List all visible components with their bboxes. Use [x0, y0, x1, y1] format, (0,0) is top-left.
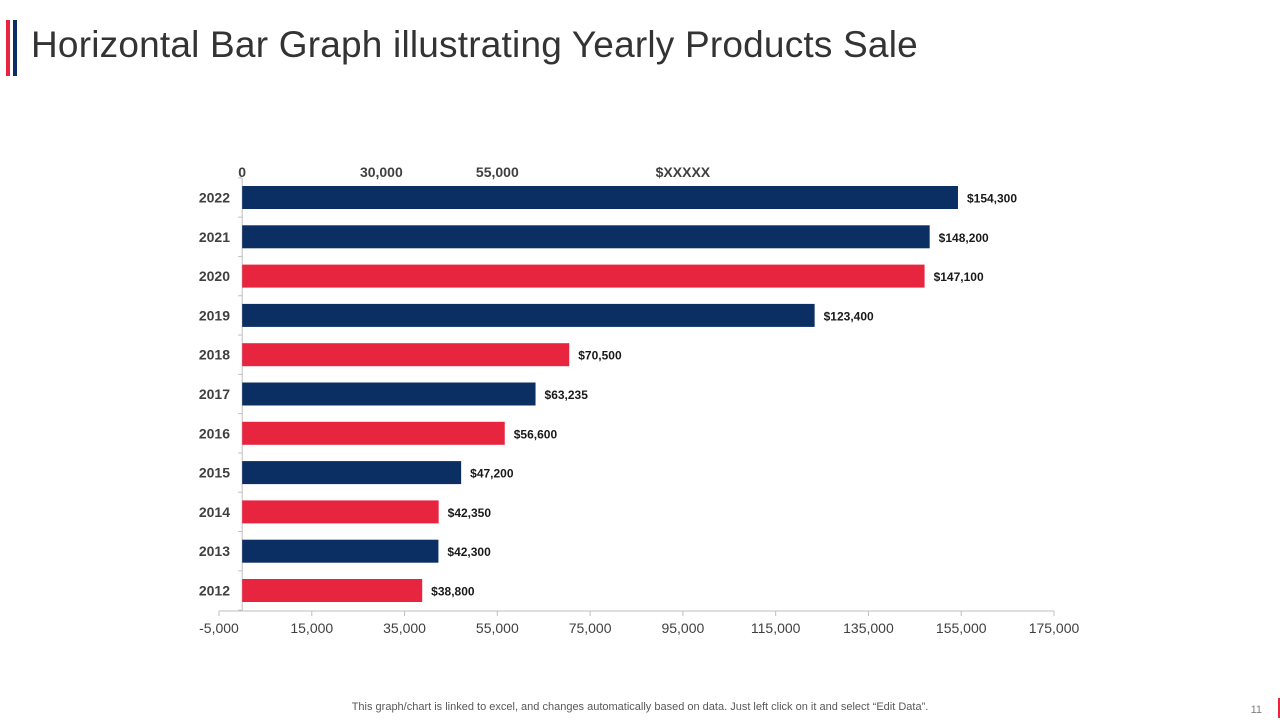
bar-2012 [242, 579, 423, 602]
data-label: $123,400 [824, 309, 874, 323]
horizontal-bar-chart[interactable]: -5,000 15,000 35,000 55,000 75,000 95,000 115,… [0, 0, 1280, 700]
category-label: 2022 [199, 190, 230, 206]
bar-2013 [242, 539, 439, 563]
data-label: $63,235 [545, 388, 589, 402]
category-label: 2015 [199, 465, 230, 481]
slide-title: Horizontal Bar Graph illustrating Yearly… [31, 24, 918, 65]
bar-2014 [242, 500, 439, 524]
bar-2020 [242, 264, 925, 288]
bar-2019 [242, 303, 815, 327]
bar-2016 [242, 421, 505, 445]
data-label: $47,200 [470, 467, 514, 481]
category-label: 2017 [199, 386, 230, 402]
top-annotation: 30,000 [360, 164, 403, 180]
x-tick-label: 175,000 [1029, 620, 1080, 636]
category-label: 2014 [199, 504, 230, 520]
x-tick-label: -5,000 [199, 620, 239, 636]
bar-2017 [242, 382, 536, 406]
top-annotation: 55,000 [476, 164, 519, 180]
x-tick-label: 135,000 [843, 620, 894, 636]
bar-2021 [242, 225, 930, 249]
data-label: $38,800 [431, 585, 475, 599]
bar-2015 [242, 461, 462, 485]
x-tick-label: 55,000 [476, 620, 519, 636]
x-tick-label: 15,000 [290, 620, 333, 636]
category-label: 2012 [199, 583, 230, 599]
data-label: $42,350 [448, 506, 492, 520]
footnote: This graph/chart is linked to excel, and… [351, 701, 929, 713]
page-marker [1278, 698, 1280, 718]
data-label: $42,300 [447, 545, 491, 559]
bar-2018 [242, 343, 570, 367]
title-accent-navy [13, 20, 17, 76]
category-label: 2019 [199, 307, 230, 323]
page-number: 11 [1250, 704, 1262, 716]
data-label: $70,500 [578, 349, 622, 363]
category-label: 2016 [199, 425, 230, 441]
category-label: 2021 [199, 229, 230, 245]
category-label: 2013 [199, 543, 230, 559]
data-label: $148,200 [939, 231, 989, 245]
top-annotation: 0 [238, 164, 246, 180]
x-tick-label: 95,000 [661, 620, 704, 636]
data-label: $147,100 [934, 270, 984, 284]
bar-2022 [242, 186, 958, 209]
top-annotation: $XXXXX [656, 164, 711, 180]
x-tick-label: 35,000 [383, 620, 426, 636]
x-tick-label: 115,000 [751, 620, 801, 636]
data-label: $56,600 [514, 427, 558, 441]
title-accent-red [6, 20, 10, 76]
data-label: $154,300 [967, 192, 1017, 206]
x-tick-label: 75,000 [569, 620, 612, 636]
category-label: 2018 [199, 347, 230, 363]
x-tick-label: 155,000 [936, 620, 987, 636]
category-label: 2020 [199, 268, 230, 284]
